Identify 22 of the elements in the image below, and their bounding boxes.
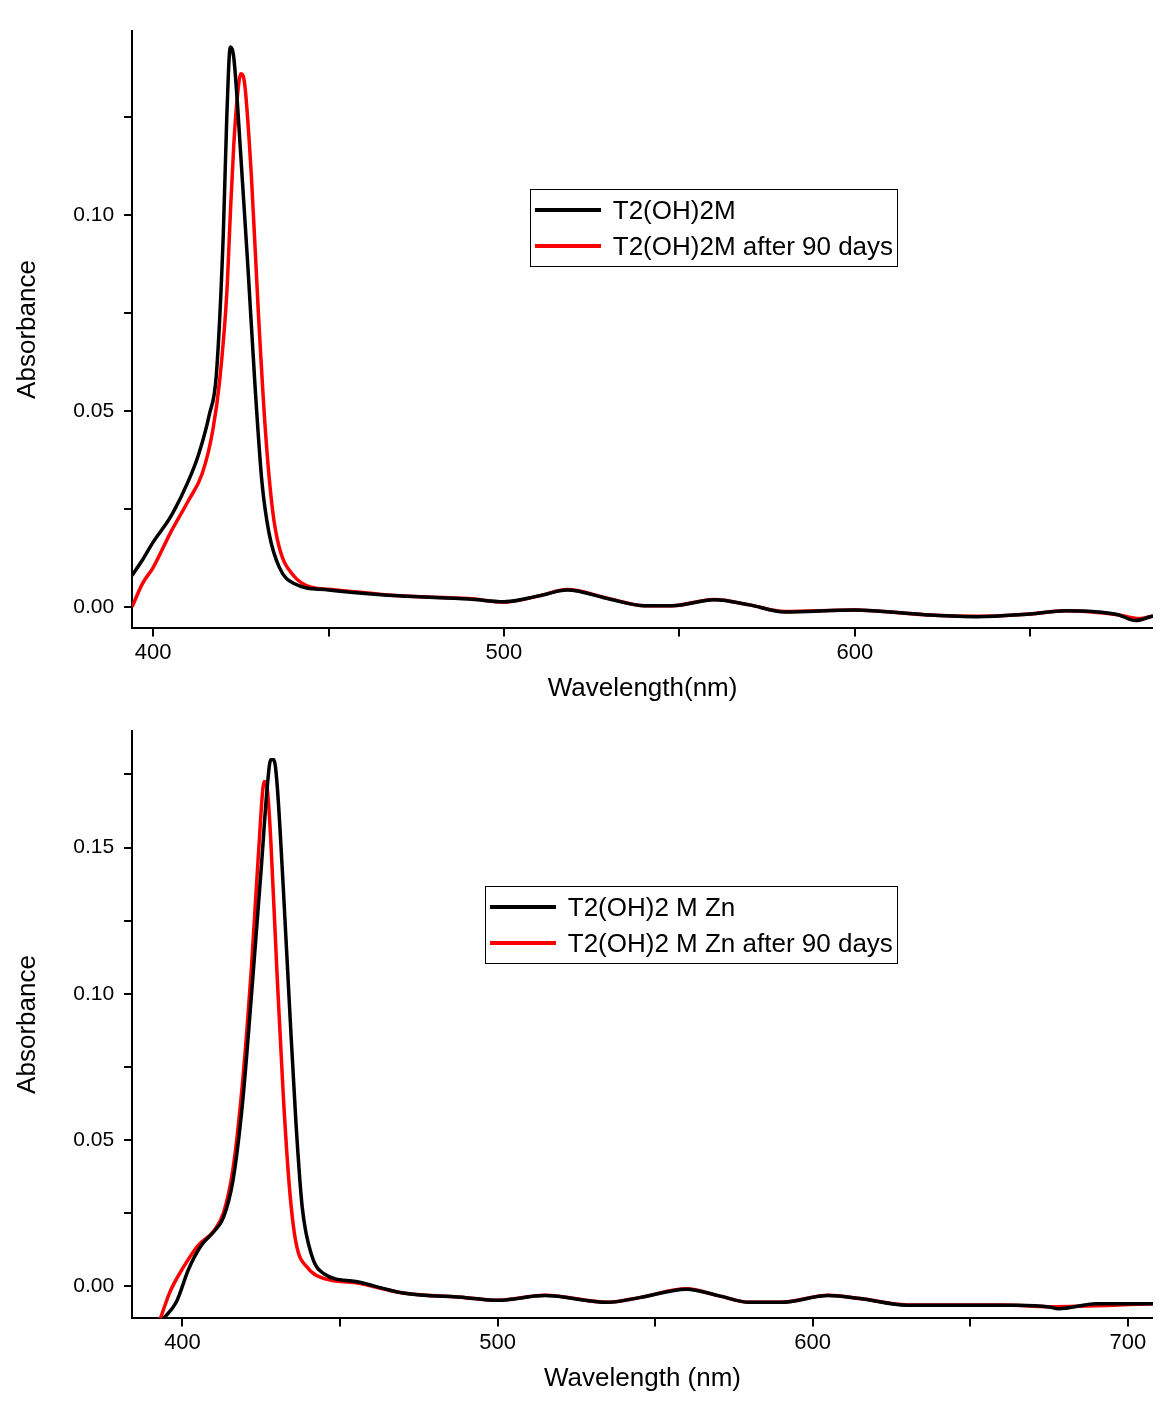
x-tick-label: 500: [479, 1328, 516, 1354]
legend-label: T2(OH)2 M Zn after 90 days: [567, 926, 893, 960]
x-tick-label: 700: [1109, 1328, 1147, 1354]
x-tick-label: 400: [164, 1328, 201, 1354]
x-tick-label: 600: [794, 1328, 832, 1354]
y-tick-label: 0.10: [73, 980, 115, 1004]
y-tick-label: 0.15: [73, 834, 115, 858]
y-tick-label: 0.00: [73, 593, 115, 617]
legend-label: T2(OH)2 M Zn: [567, 890, 736, 924]
y-axis-title: Absorbance: [10, 955, 41, 1094]
x-tick-label: 600: [836, 638, 874, 664]
legend-label: T2(OH)2M: [612, 193, 736, 227]
legend-label: T2(OH)2M after 90 days: [612, 229, 894, 263]
x-tick-label: 500: [485, 638, 523, 664]
y-tick-label: 0.00: [73, 1273, 115, 1297]
y-tick-label: 0.05: [73, 397, 115, 421]
y-tick-label: 0.10: [73, 201, 115, 225]
x-axis-title: Wavelength(nm): [547, 671, 738, 702]
x-axis-title: Wavelength (nm): [544, 1361, 742, 1392]
x-tick-label: 400: [134, 638, 172, 664]
y-tick-label: 0.05: [73, 1126, 115, 1150]
y-axis-title: Absorbance: [10, 260, 41, 399]
